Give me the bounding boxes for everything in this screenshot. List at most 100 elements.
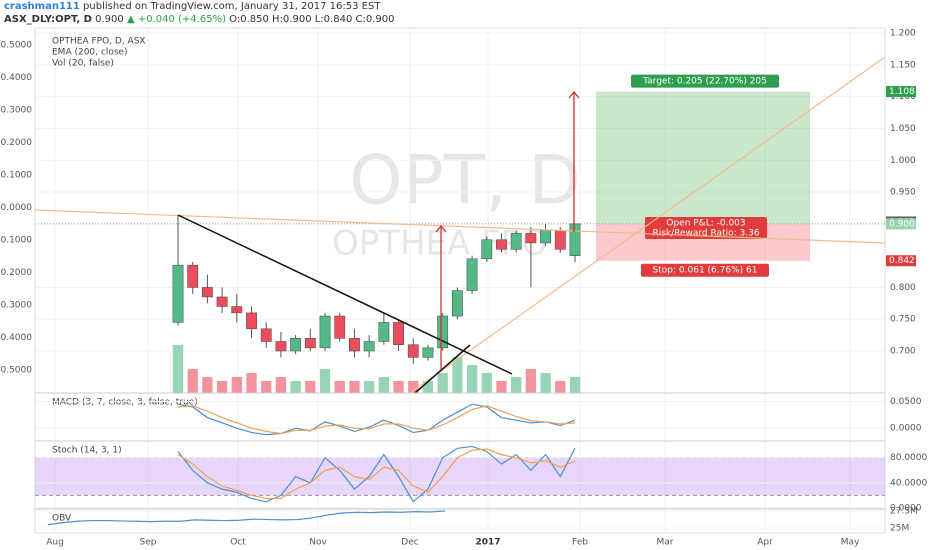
volume-bar [408, 381, 419, 393]
volume-bar [216, 381, 228, 393]
pane-title: Stoch (14, 3, 1) [52, 446, 122, 456]
price-label: 0.842 [889, 256, 915, 266]
price-label-box [886, 86, 916, 98]
publish: published on TradingView.com, January 31… [83, 1, 381, 12]
legend-entry: OPTHEA FPO, D, ASX [52, 37, 146, 47]
volume-bar [525, 369, 537, 393]
volume-bar [275, 377, 287, 393]
volume-bar [511, 377, 522, 393]
candle-body [466, 258, 478, 291]
candle-body [290, 338, 302, 352]
volume-bar [393, 381, 404, 393]
y-tick-label: 0.700 [890, 347, 916, 357]
candle-body [349, 338, 360, 352]
left-tick-label: -0.3000 [0, 300, 32, 310]
volume-bar [437, 373, 448, 393]
x-tick-label: Nov [309, 538, 327, 548]
candle-body [187, 264, 199, 288]
candle-body [202, 287, 213, 298]
candle-body [510, 233, 522, 250]
price-label-box [886, 255, 916, 267]
x-tick-label: 2017 [475, 538, 500, 548]
volume-bar [569, 377, 581, 393]
candle-body [481, 239, 493, 260]
pnl-label: Open P&L: -0.003 [666, 219, 745, 229]
y-tick-label: 1.050 [890, 124, 916, 134]
candle-body [554, 229, 566, 250]
volume-bar [540, 373, 551, 393]
indicator-line [177, 448, 576, 500]
y-tick-label: 27.5M [890, 506, 918, 516]
indicator-line [177, 405, 576, 435]
price-label: 1.108 [889, 87, 915, 97]
candle-body [393, 322, 404, 345]
trend-line[interactable] [177, 214, 513, 375]
y-tick-label: 0.750 [890, 315, 916, 325]
x-tick-label: May [841, 538, 860, 548]
indicator-line [177, 403, 576, 436]
y-tick-label: 0.0000 [890, 503, 922, 513]
candle-body [216, 296, 228, 307]
candle-body [407, 344, 419, 358]
symbol: ASX_DLY:OPT, D [4, 14, 92, 25]
pnl-box [645, 217, 767, 239]
y-tick-label: 1.100 [890, 92, 916, 102]
candle-body [334, 315, 346, 339]
change: ▲ +0.040 (+4.65%) [126, 14, 226, 25]
x-tick-label: Sep [140, 538, 157, 548]
volume-bar [452, 357, 463, 393]
candle-body [172, 264, 184, 323]
y-tick-label: 0.800 [890, 283, 916, 293]
ohlc: O:0.850 H:0.900 L:0.840 C:0.900 [229, 14, 395, 25]
left-tick-label: 0.1000 [1, 170, 33, 180]
left-tick-label: 0.3000 [1, 105, 33, 115]
trend-line[interactable] [34, 209, 886, 244]
pane-title: MACD (3, 7, close, 3, false, true) [52, 398, 198, 408]
price-label-box [886, 218, 916, 230]
y-tick-label: 1.150 [890, 60, 916, 70]
x-tick-label: Mar [657, 538, 674, 548]
left-tick-label: 0.4000 [1, 73, 33, 83]
y-tick-label: 1.000 [890, 156, 916, 166]
rr-label: Risk/Reward Ratio: 3.36 [652, 229, 759, 239]
y-tick-label: 1.200 [890, 29, 916, 39]
candle-body [260, 328, 272, 342]
header: crashman111 published on TradingView.com… [4, 0, 394, 26]
left-tick-label: -0.4000 [0, 333, 32, 343]
y-tick-label: 80.0000 [890, 453, 927, 463]
arrows [435, 90, 580, 370]
volume-bar [202, 377, 213, 393]
volume-bar [172, 345, 184, 393]
candle-body [437, 315, 449, 349]
volume-bar [261, 381, 272, 393]
candle-body [540, 229, 551, 244]
volume-bar [422, 381, 434, 393]
left-tick-label: -0.1000 [0, 235, 32, 245]
indicator-line [177, 445, 576, 503]
user[interactable]: crashman111 [4, 1, 80, 12]
target-label-box [631, 74, 779, 88]
y-tick-label: 0.950 [890, 188, 916, 198]
candle-body [422, 347, 434, 358]
plot: Aug Sep Oct Nov Dec 2017 Feb Mar Apr May 1.200 1.15… [0, 28, 927, 548]
trend-line[interactable] [414, 344, 471, 394]
y-tick-label: 0.0500 [890, 397, 922, 407]
frame [34, 27, 886, 534]
y-tick-label: 25M [890, 524, 909, 534]
y-tick-label: 40.0000 [890, 478, 927, 488]
candle-body [496, 239, 507, 250]
x-tick-label: Apr [757, 538, 773, 548]
candle-body [363, 341, 375, 352]
candle-body [451, 290, 463, 317]
trend-line[interactable] [409, 56, 886, 394]
left-tick-label: 0.2000 [1, 138, 33, 148]
indicator-line [47, 510, 446, 526]
candle-body [378, 322, 390, 342]
volume-bar [334, 381, 345, 393]
legend-entry: EMA (200, close) [52, 48, 128, 58]
last: 0.900 [95, 14, 124, 25]
candle-body [569, 223, 581, 256]
arrow-head [435, 224, 447, 233]
